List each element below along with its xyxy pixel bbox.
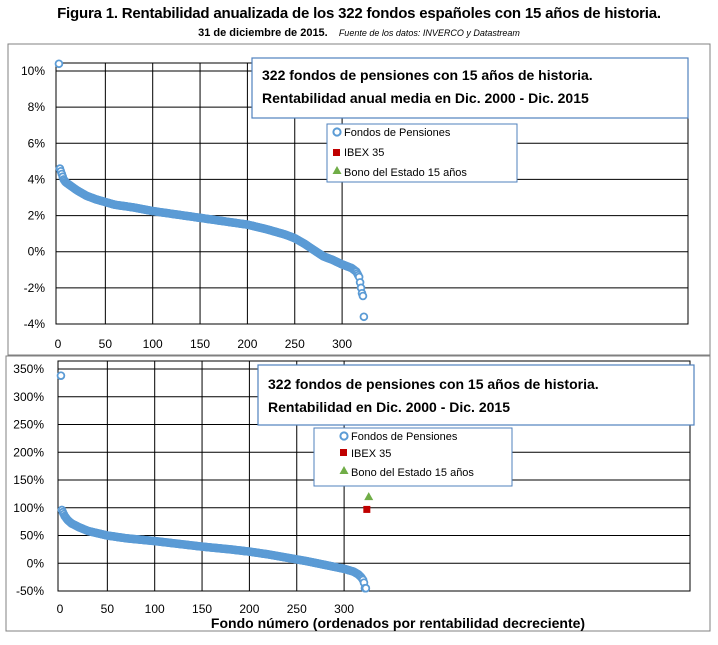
chart2-x-axis-label: Fondo número (ordenados por rentabilidad…: [211, 615, 585, 631]
c2-ibex-point: [363, 505, 371, 513]
c2-y-tick: 50%: [20, 529, 44, 543]
c2-y-tick: 250%: [13, 418, 44, 432]
chart2-title-box: 322 fondos de pensiones con 15 años de h…: [257, 364, 695, 426]
c1-x-tick: 0: [55, 337, 62, 351]
c1-x-tick: 300: [332, 337, 352, 351]
chart1-x-tick-labels: 0 50 100 150 200 250 300: [55, 337, 353, 351]
chart2-legend-square-icon: [340, 449, 347, 456]
c1-fund-point: [358, 291, 368, 301]
chart2-legend-funds: Fondos de Pensiones: [351, 431, 458, 443]
chart2-data-points: [56, 371, 374, 593]
chart2-subtitle: Rentabilidad en Dic. 2000 - Dic. 2015: [268, 399, 510, 415]
c1-y-tick: -4%: [24, 317, 46, 331]
c2-x-tick: 150: [192, 602, 212, 616]
chart1-legend-funds: Fondos de Pensiones: [344, 127, 451, 139]
c2-y-tick: 0%: [27, 556, 45, 570]
chart1-legend-triangle-icon: [332, 166, 342, 174]
c1-y-tick: 4%: [28, 172, 46, 186]
chart1-title-box: 322 fondos de pensiones con 15 años de h…: [251, 57, 689, 119]
chart1-title: 322 fondos de pensiones con 15 años de h…: [262, 67, 593, 83]
c2-y-tick: -50%: [16, 584, 44, 598]
c1-y-tick: 8%: [28, 100, 46, 114]
chart2-legend: Fondos de Pensiones IBEX 35 Bono del Est…: [313, 427, 513, 487]
chart-total-return: 350% 300% 250% 200% 150% 100% 50% 0% -50% 0 50 100…: [5, 355, 711, 632]
chart1-legend-bond: Bono del Estado 15 años: [344, 167, 467, 179]
c2-x-tick: 0: [57, 602, 64, 616]
chart2-legend-circle-icon: [339, 431, 349, 441]
c1-y-tick: 6%: [28, 136, 46, 150]
data-source: Fuente de los datos: INVERCO y Datastrea…: [338, 28, 520, 38]
chart1-data-points: [54, 59, 372, 322]
chart1-legend-square-icon: [333, 149, 340, 156]
figure-title: Figura 1. Rentabilidad anualizada de los…: [57, 5, 661, 22]
c2-x-tick: 100: [145, 602, 165, 616]
chart1-subtitle: Rentabilidad anual media en Dic. 2000 - …: [262, 90, 589, 106]
c1-x-tick: 250: [285, 337, 305, 351]
chart1-legend-ibex: IBEX 35: [344, 147, 384, 159]
c1-x-tick: 100: [143, 337, 163, 351]
chart1-legend: Fondos de Pensiones IBEX 35 Bono del Est…: [326, 123, 518, 183]
c2-x-tick: 200: [239, 602, 259, 616]
chart2-legend-triangle-icon: [339, 466, 349, 474]
chart2-y-tick-labels: 350% 300% 250% 200% 150% 100% 50% 0% -50%: [13, 362, 44, 598]
c1-y-tick: 2%: [28, 209, 46, 223]
c1-y-tick: 0%: [28, 245, 46, 259]
c2-y-tick: 200%: [13, 445, 44, 459]
c2-x-tick: 50: [101, 602, 115, 616]
figure-subtitle: 31 de diciembre de 2015. Fuente de los d…: [0, 27, 718, 39]
c1-y-tick: -2%: [24, 281, 46, 295]
c1-fund-point: [54, 59, 64, 69]
c1-fund-point: [359, 312, 369, 322]
c2-fund-point: [361, 583, 371, 593]
c2-y-tick: 350%: [13, 362, 44, 376]
c2-fund-point: [56, 371, 66, 380]
chart2-title: 322 fondos de pensiones con 15 años de h…: [268, 376, 599, 392]
chart2-legend-bond: Bono del Estado 15 años: [351, 467, 474, 479]
c2-y-tick: 150%: [13, 473, 44, 487]
c2-x-tick: 300: [334, 602, 354, 616]
c2-y-tick: 100%: [13, 501, 44, 515]
c2-y-tick: 300%: [13, 390, 44, 404]
c1-x-tick: 50: [99, 337, 113, 351]
figure-date: 31 de diciembre de 2015.: [198, 27, 328, 39]
c2-bond-point: [364, 492, 374, 501]
c2-x-tick: 250: [287, 602, 307, 616]
chart1-y-tick-labels: 10% 8% 6% 4% 2% 0% -2% -4%: [21, 64, 45, 331]
c1-x-tick: 200: [237, 337, 257, 351]
chart-annual-return: 10% 8% 6% 4% 2% 0% -2% -4% 0 50 100 150 200 250 300 3…: [7, 43, 711, 356]
chart2-legend-ibex: IBEX 35: [351, 448, 391, 460]
c1-y-tick: 10%: [21, 64, 45, 78]
chart2-x-tick-labels: 0 50 100 150 200 250 300: [57, 602, 355, 616]
c1-x-tick: 150: [190, 337, 210, 351]
chart1-legend-circle-icon: [332, 127, 342, 137]
